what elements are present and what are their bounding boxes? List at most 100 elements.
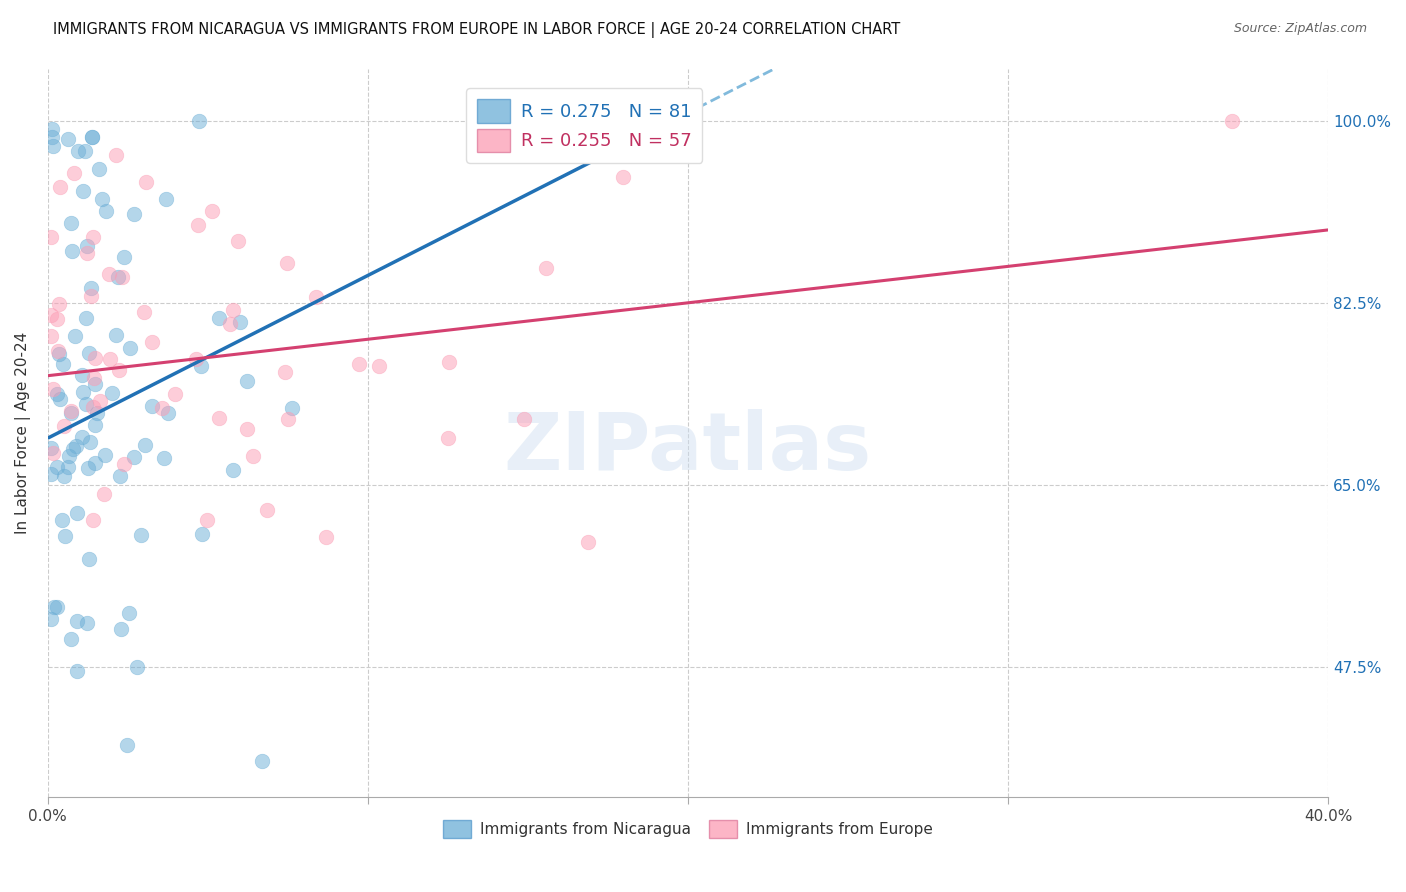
- Point: [222, 462, 245, 476]
- Point: [157, 406, 180, 420]
- Point: [576, 535, 599, 549]
- Point: [49, 180, 72, 194]
- Legend: Immigrants from Nicaragua, Immigrants from Europe: Immigrants from Nicaragua, Immigrants fr…: [437, 814, 939, 845]
- Point: [105, 328, 128, 343]
- Point: [46, 386, 69, 401]
- Point: [39, 329, 62, 343]
- Point: [276, 256, 298, 270]
- Text: IMMIGRANTS FROM NICARAGUA VS IMMIGRANTS FROM EUROPE IN LABOR FORCE | AGE 20-24 C: IMMIGRANTS FROM NICARAGUA VS IMMIGRANTS …: [53, 22, 901, 38]
- Point: [42, 446, 65, 460]
- Point: [76, 238, 98, 252]
- Point: [219, 317, 242, 331]
- Point: [83, 371, 105, 385]
- Point: [84, 376, 107, 391]
- Point: [75, 310, 97, 325]
- Point: [368, 359, 391, 373]
- Point: [273, 365, 295, 379]
- Point: [72, 185, 94, 199]
- Point: [315, 530, 337, 544]
- Point: [612, 170, 634, 185]
- Point: [186, 352, 208, 367]
- Point: [107, 269, 129, 284]
- Point: [42, 139, 65, 153]
- Point: [190, 359, 212, 373]
- Point: [52, 357, 75, 371]
- Point: [305, 290, 328, 304]
- Point: [77, 551, 100, 566]
- Point: [66, 664, 89, 678]
- Point: [277, 411, 299, 425]
- Point: [513, 412, 536, 426]
- Point: [80, 281, 103, 295]
- Point: [72, 384, 94, 399]
- Point: [188, 113, 211, 128]
- Point: [134, 305, 156, 319]
- Point: [96, 203, 118, 218]
- Point: [41, 129, 63, 144]
- Point: [110, 622, 132, 636]
- Point: [228, 315, 250, 329]
- Point: [105, 148, 128, 162]
- Point: [153, 451, 176, 466]
- Point: [63, 329, 86, 343]
- Point: [190, 527, 212, 541]
- Point: [347, 357, 370, 371]
- Point: [53, 419, 76, 434]
- Point: [73, 145, 96, 159]
- Point: [236, 374, 259, 388]
- Point: [135, 175, 157, 189]
- Point: [79, 435, 101, 450]
- Point: [242, 449, 264, 463]
- Point: [195, 513, 218, 527]
- Point: [41, 122, 63, 136]
- Point: [48, 347, 70, 361]
- Point: [66, 506, 89, 520]
- Point: [76, 246, 98, 260]
- Point: [75, 397, 97, 411]
- Point: [58, 449, 80, 463]
- Point: [110, 469, 132, 483]
- Point: [112, 457, 135, 471]
- Point: [534, 261, 557, 276]
- Point: [45, 460, 67, 475]
- Point: [49, 392, 72, 407]
- Point: [77, 346, 100, 360]
- Point: [42, 383, 65, 397]
- Point: [201, 203, 224, 218]
- Point: [141, 335, 163, 350]
- Point: [51, 513, 73, 527]
- Point: [82, 130, 104, 145]
- Point: [82, 230, 104, 244]
- Point: [208, 410, 231, 425]
- Point: [86, 406, 108, 420]
- Point: [98, 268, 121, 282]
- Point: [252, 754, 274, 768]
- Point: [436, 431, 458, 445]
- Point: [56, 131, 79, 145]
- Point: [39, 467, 62, 481]
- Point: [39, 612, 62, 626]
- Point: [87, 162, 110, 177]
- Point: [112, 250, 135, 264]
- Text: ZIPatlas: ZIPatlas: [503, 409, 872, 486]
- Point: [134, 438, 156, 452]
- Point: [94, 448, 117, 462]
- Point: [48, 297, 70, 311]
- Point: [84, 456, 107, 470]
- Point: [89, 394, 111, 409]
- Point: [82, 513, 104, 527]
- Point: [155, 192, 177, 206]
- Point: [118, 606, 141, 620]
- Point: [63, 166, 86, 180]
- Point: [42, 599, 65, 614]
- Point: [131, 528, 153, 542]
- Point: [60, 406, 83, 420]
- Point: [62, 442, 84, 456]
- Point: [100, 351, 122, 366]
- Point: [60, 244, 83, 258]
- Point: [141, 399, 163, 413]
- Point: [60, 404, 83, 418]
- Point: [66, 614, 89, 628]
- Point: [111, 269, 134, 284]
- Point: [118, 341, 141, 355]
